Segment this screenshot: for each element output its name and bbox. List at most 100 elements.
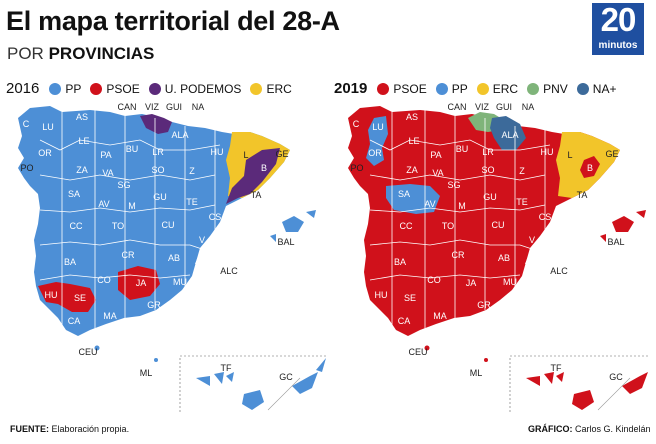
label-gc-2019: GC (609, 372, 623, 382)
label-so-2019: SO (481, 165, 494, 175)
label-ba-2016: BA (64, 257, 76, 267)
label-alc-2019: ALC (550, 266, 568, 276)
region-basque-2016 (140, 114, 172, 134)
label-na-2016: NA (192, 102, 205, 112)
legend-dot-icon (576, 82, 589, 95)
ceuta-2019 (424, 345, 430, 351)
subtitle-prefix: POR (7, 44, 44, 63)
label-sg-2019: SG (447, 180, 460, 190)
legend-dot-icon (527, 82, 540, 95)
label-c-2016: C (23, 119, 30, 129)
label-bal-2016: BAL (277, 237, 294, 247)
label-v-2016: V (199, 235, 205, 245)
label-gui-2019: GUI (496, 102, 512, 112)
label-cu-2016: CU (162, 220, 175, 230)
label-mu-2016: MU (173, 277, 187, 287)
label-ceu-2019: CEU (408, 347, 427, 357)
label-ge-2016: GE (275, 149, 288, 159)
label-za-2019: ZA (406, 165, 418, 175)
label-va-2019: VA (432, 168, 443, 178)
legend-item-psoe: PSOE (377, 82, 427, 96)
label-ala-2016: ALA (171, 130, 188, 140)
label-l-2016: L (243, 150, 248, 160)
subtitle-bold: PROVINCIAS (48, 44, 155, 63)
label-can-2016: CAN (117, 102, 136, 112)
legend-item-na: NA+ (576, 82, 616, 96)
legend-dot-icon (377, 82, 390, 95)
label-na-2019: NA (522, 102, 535, 112)
legend-dot-icon (250, 82, 263, 95)
label-te-2016: TE (186, 197, 198, 207)
balearic-2019 (600, 210, 646, 242)
label-pa-2016: PA (100, 150, 111, 160)
region-jaen-2016 (118, 266, 160, 300)
label-viz-2016: VIZ (145, 102, 160, 112)
label-sg-2016: SG (117, 180, 130, 190)
logo-word: minutos (598, 40, 638, 51)
label-co-2019: CO (427, 275, 441, 285)
labels-2019: C LU AS OR LE PO CAN VIZ GUI NA ALA BU P… (350, 102, 624, 382)
label-sa-2019: SA (398, 189, 410, 199)
legend-item-podemos: U. PODEMOS (148, 82, 241, 96)
label-cu-2019: CU (492, 220, 505, 230)
legend-item-erc: ERC (250, 82, 292, 96)
label-alc-2016: ALC (220, 266, 238, 276)
label-se-2019: SE (404, 293, 416, 303)
balearic-2016 (270, 210, 316, 242)
legend-dot-icon (90, 82, 103, 95)
legend-dot-icon (49, 82, 62, 95)
label-ca-2016: CA (68, 316, 81, 326)
label-al-2019: AL (494, 301, 505, 311)
footer-source: FUENTE: Elaboración propia. (10, 424, 130, 434)
region-navarra-2019 (490, 116, 526, 150)
label-hu2-2016: HU (45, 290, 58, 300)
label-can-2019: CAN (447, 102, 466, 112)
label-a-2019: A (525, 256, 531, 266)
canary-inset-2019 (509, 355, 650, 412)
label-te-2019: TE (516, 197, 528, 207)
melilla-2019 (484, 358, 488, 362)
label-to-2016: TO (112, 221, 124, 231)
label-ta-2016: TA (251, 190, 262, 200)
label-ml-2019: ML (470, 368, 483, 378)
label-pa-2019: PA (430, 150, 441, 160)
label-ge-2019: GE (605, 149, 618, 159)
label-ca-2019: CA (398, 316, 411, 326)
label-gc-2016: GC (279, 372, 293, 382)
legend-item-psoe: PSOE (90, 82, 140, 96)
label-cc-2019: CC (400, 221, 413, 231)
legend-year-2019: 2019 (334, 80, 368, 97)
label-z-2016: Z (189, 166, 195, 176)
legend-item-pp: PP (49, 82, 81, 96)
label-ma-2016: MA (103, 311, 117, 321)
legend-item-pnv: PNV (527, 82, 568, 96)
label-po-2019: PO (350, 163, 363, 173)
label-gui-2016: GUI (166, 102, 182, 112)
label-alb-2019: AB (498, 253, 510, 263)
page-subtitle: POR PROVINCIAS (7, 44, 154, 64)
label-le-2019: LE (408, 136, 419, 146)
label-or-2016: OR (38, 148, 52, 158)
label-gu-2016: GU (153, 192, 167, 202)
label-ja-2016: JA (136, 278, 147, 288)
region-barcelona-2019 (580, 156, 600, 178)
ceuta-2016 (94, 345, 100, 351)
label-lr-2019: LR (482, 147, 494, 157)
region-salamanca-avila-2019 (386, 184, 440, 214)
label-av-2016: AV (98, 199, 109, 209)
logo-number: 20 (600, 1, 637, 38)
label-ta-2019: TA (577, 190, 588, 200)
label-le-2016: LE (78, 136, 89, 146)
label-b-2019: B (587, 163, 593, 173)
label-za-2016: ZA (76, 165, 88, 175)
label-alb-2016: AB (168, 253, 180, 263)
label-bu-2019: BU (456, 144, 469, 154)
label-hu-2019: HU (541, 147, 554, 157)
label-ceu-2016: CEU (78, 347, 97, 357)
label-av-2019: AV (424, 199, 435, 209)
label-lr-2016: LR (152, 147, 164, 157)
legend-2019: 2019 PSOE PP ERC PNV NA+ (334, 80, 625, 97)
label-as-2016: AS (76, 112, 88, 122)
